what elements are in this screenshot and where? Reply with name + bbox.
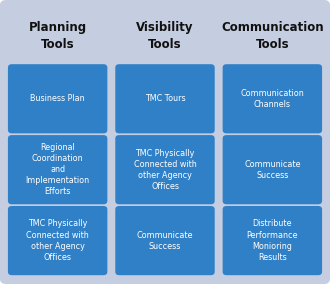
Text: TMC Physically
Connected with
other Agency
Offices: TMC Physically Connected with other Agen… — [26, 220, 89, 262]
Text: Regional
Coordination
and
Implementation
Efforts: Regional Coordination and Implementation… — [26, 143, 90, 197]
FancyBboxPatch shape — [115, 64, 215, 133]
FancyBboxPatch shape — [215, 0, 330, 284]
FancyBboxPatch shape — [115, 135, 215, 204]
FancyBboxPatch shape — [115, 206, 215, 275]
Text: Visibility
Tools: Visibility Tools — [136, 21, 194, 51]
FancyBboxPatch shape — [223, 64, 322, 133]
FancyBboxPatch shape — [223, 135, 322, 204]
Text: Planning
Tools: Planning Tools — [29, 21, 87, 51]
Text: Business Plan: Business Plan — [30, 94, 85, 103]
FancyBboxPatch shape — [107, 0, 223, 284]
Text: Distribute
Performance
Monioring
Results: Distribute Performance Monioring Results — [247, 220, 298, 262]
FancyBboxPatch shape — [8, 135, 107, 204]
Text: TMC Tours: TMC Tours — [145, 94, 185, 103]
Text: Communication
Channels: Communication Channels — [241, 89, 304, 109]
FancyBboxPatch shape — [0, 0, 115, 284]
Text: Communicate
Success: Communicate Success — [137, 231, 193, 251]
Text: TMC Physically
Connected with
other Agency
Offices: TMC Physically Connected with other Agen… — [134, 149, 196, 191]
FancyBboxPatch shape — [8, 206, 107, 275]
FancyBboxPatch shape — [223, 206, 322, 275]
Text: Communication
Tools: Communication Tools — [221, 21, 324, 51]
Text: Communicate
Success: Communicate Success — [244, 160, 301, 180]
FancyBboxPatch shape — [8, 64, 107, 133]
